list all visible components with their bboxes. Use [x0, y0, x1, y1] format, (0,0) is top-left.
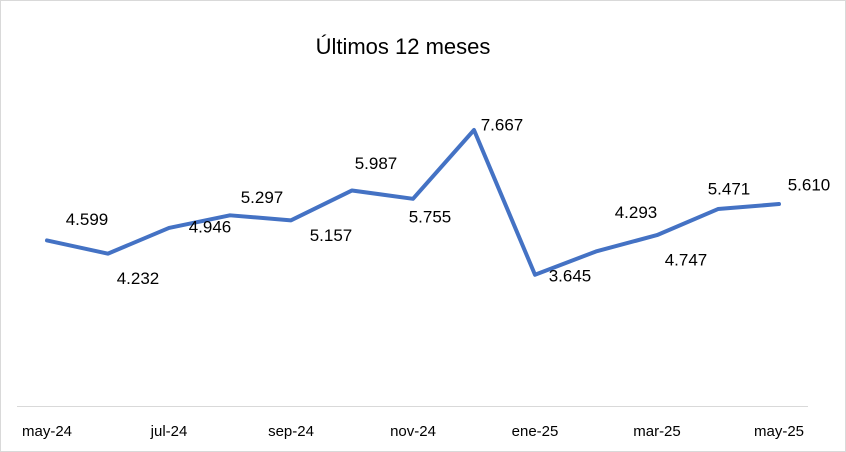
data-label: 4.747: [665, 251, 708, 270]
line: [45, 127, 781, 277]
data-label: 4.946: [189, 217, 232, 236]
data-label: 4.232: [117, 269, 160, 288]
data-label: 7.667: [481, 115, 524, 134]
x-tick-label: jul-24: [150, 423, 188, 440]
x-tick-label: mar-25: [633, 423, 681, 440]
data-label: 5.610: [788, 176, 831, 195]
x-tick-label: sep-24: [268, 423, 314, 440]
chart-title: Últimos 12 meses: [316, 34, 491, 59]
x-tick-label: may-24: [22, 423, 72, 440]
data-label: 5.157: [310, 226, 353, 245]
data-label: 5.755: [409, 207, 452, 226]
data-label: 5.987: [355, 154, 398, 173]
x-tick-label: may-25: [754, 423, 804, 440]
data-label: 4.293: [615, 203, 658, 222]
data-label: 5.297: [241, 188, 284, 207]
x-tick-label: nov-24: [390, 423, 436, 440]
data-label: 4.599: [66, 210, 109, 229]
data-label: 5.471: [708, 180, 751, 199]
data-label: 3.645: [549, 266, 592, 285]
x-tick-label: ene-25: [512, 423, 559, 440]
